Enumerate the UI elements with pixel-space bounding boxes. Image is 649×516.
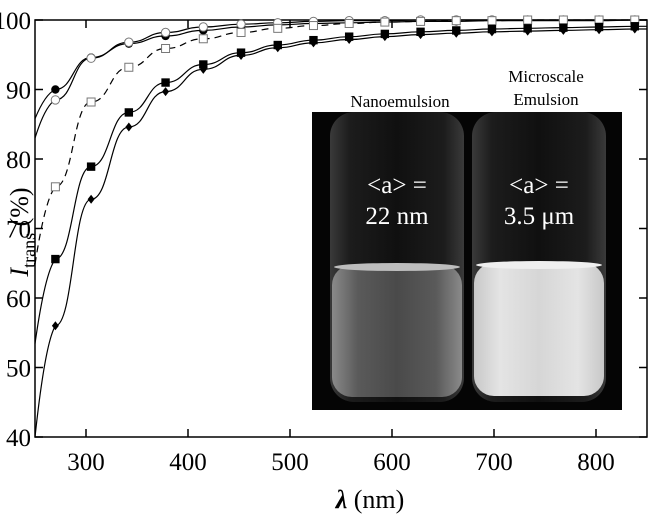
- data-point: [344, 18, 354, 28]
- series-markers: [50, 15, 640, 331]
- data-point: [308, 21, 318, 31]
- data-point: [309, 38, 317, 48]
- data-point: [631, 24, 639, 34]
- data-point: [417, 30, 425, 40]
- data-point: [51, 254, 60, 264]
- right-tube-value-line1: <a> =: [509, 172, 569, 199]
- y-tick-label: 90: [6, 78, 31, 105]
- data-point: [50, 95, 61, 105]
- data-point: [452, 28, 460, 38]
- left-tube-value-line1: <a> =: [367, 172, 427, 199]
- data-point: [51, 321, 59, 331]
- data-point: [595, 25, 603, 35]
- x-axis-title: λ (nm): [335, 485, 405, 514]
- data-point: [236, 19, 246, 29]
- data-point: [273, 23, 283, 33]
- y-tick-label: 40: [6, 425, 31, 452]
- left-tube-liquid: [332, 265, 462, 397]
- data-point: [236, 28, 246, 38]
- x-tick-label: 800: [577, 449, 615, 476]
- inset-right-caption-line1: Microscale: [508, 67, 584, 86]
- data-point: [558, 15, 568, 25]
- data-point: [416, 16, 426, 26]
- data-point: [50, 182, 60, 192]
- data-point: [274, 43, 282, 53]
- data-point: [86, 97, 96, 107]
- y-tick-label: 70: [6, 217, 31, 244]
- right-tube-liquid: [474, 263, 604, 396]
- data-point: [488, 27, 496, 37]
- data-point: [124, 108, 134, 117]
- data-point: [198, 22, 209, 32]
- left-tube-meniscus: [334, 263, 460, 271]
- series-line-1: [34, 19, 647, 119]
- y-axis-title: Itrans (%): [5, 187, 39, 277]
- data-point: [559, 25, 567, 35]
- data-point: [124, 62, 134, 72]
- data-point: [199, 64, 207, 74]
- y-tick-label: 100: [0, 8, 31, 35]
- data-point: [237, 50, 245, 60]
- right-tube-meniscus: [476, 261, 602, 269]
- data-point: [125, 122, 133, 132]
- data-point: [380, 17, 390, 27]
- data-point: [199, 60, 208, 69]
- inset-right-caption-line2: Emulsion: [513, 90, 579, 109]
- data-point: [161, 78, 170, 87]
- data-point: [161, 43, 171, 53]
- data-point: [51, 85, 60, 94]
- inset-left-caption: Nanoemulsion: [350, 92, 450, 111]
- data-point: [198, 34, 208, 44]
- data-point: [160, 27, 171, 38]
- data-point: [162, 87, 170, 97]
- x-tick-label: 400: [169, 449, 207, 476]
- data-point: [524, 26, 532, 36]
- axis-tick-labels: 300 400 500 600 700 800 40 50 60 70 80 90 100: [0, 8, 615, 476]
- inset-photo: <a> = 22 nm <a> = 3.5 μm: [312, 112, 622, 410]
- y-tick-label: 60: [6, 286, 31, 313]
- x-tick-label: 600: [373, 449, 411, 476]
- data-point: [451, 16, 461, 26]
- data-point: [523, 15, 533, 25]
- data-point: [345, 34, 353, 44]
- data-point: [487, 16, 497, 26]
- data-point: [87, 194, 95, 204]
- y-tick-label: 80: [6, 147, 31, 174]
- x-tick-label: 500: [271, 449, 309, 476]
- data-point: [381, 32, 389, 42]
- series-line-2: [34, 19, 647, 139]
- left-tube-value-line2: 22 nm: [365, 203, 429, 230]
- y-tick-label: 50: [6, 356, 31, 383]
- data-point: [86, 162, 96, 171]
- right-tube-value-line2: 3.5 μm: [504, 203, 575, 230]
- x-tick-label: 700: [475, 449, 513, 476]
- x-tick-label: 300: [67, 449, 105, 476]
- data-point: [124, 37, 134, 47]
- data-point: [86, 53, 96, 63]
